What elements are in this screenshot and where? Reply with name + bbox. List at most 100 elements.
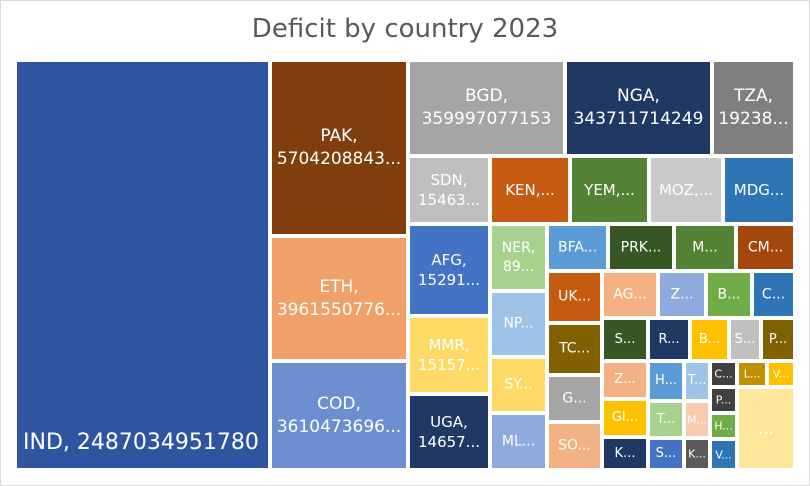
treemap-tile-label: B... (698, 331, 721, 347)
treemap-tile-label: SY... (504, 376, 533, 393)
treemap-tile-bgd: BGD, 359997077153 (408, 60, 565, 156)
treemap-tile-label: P... (715, 393, 732, 407)
treemap-tile-tc: TC... (547, 323, 602, 375)
treemap-tile-cod: COD, 3610473696... (270, 361, 408, 470)
treemap-tile-rest: ... (737, 387, 795, 470)
treemap-tile-v1: V... (767, 361, 795, 387)
treemap-tile-s3: S... (648, 438, 684, 470)
treemap-tile-sdn: SDN, 15463... (408, 156, 490, 224)
treemap-tile-nga: NGA, 343711714249 (565, 60, 712, 156)
treemap-tile-z1: Z... (658, 271, 706, 318)
treemap-tile-label: GI... (611, 410, 639, 425)
treemap-tile-label: P... (768, 331, 788, 347)
treemap-tile-label: MOZ,... (658, 181, 714, 199)
treemap-tile-label: PAK, 5704208843... (276, 126, 402, 169)
treemap-tile-label: C... (714, 367, 733, 381)
treemap-tile-moz: MOZ,... (649, 156, 723, 224)
treemap-tile-label: NGA, 343711714249 (573, 86, 704, 129)
treemap-tile-label: COD, 3610473696... (276, 393, 402, 437)
treemap-tile-label: TC... (559, 340, 590, 357)
treemap-tile-label: ML... (501, 433, 536, 449)
treemap-tile-tza: TZA, 19238... (712, 60, 795, 156)
treemap-tile-r: R... (648, 318, 690, 361)
treemap-tile-label: NP... (503, 315, 534, 332)
treemap-tile-label: L... (743, 367, 761, 381)
treemap-tile-label: H... (714, 419, 733, 433)
treemap-tile-label: Z... (670, 286, 694, 302)
treemap-tile-label: BFA... (557, 239, 598, 255)
treemap-tile-k2: K... (684, 438, 710, 470)
treemap-tile-label: UK... (558, 288, 591, 305)
treemap-tile-so: SO... (547, 422, 602, 470)
treemap-tile-bfa: BFA... (547, 224, 608, 271)
treemap-tile-label: S... (655, 446, 677, 461)
treemap-tile-m2: M... (684, 401, 710, 438)
treemap-tile-p1: P... (761, 318, 795, 361)
treemap-tile-mmr: MMR, 15157... (408, 316, 490, 394)
treemap-tile-ind: IND, 2487034951780 (15, 60, 270, 470)
treemap-tile-s1: S... (602, 318, 648, 361)
treemap-tile-cm: CM... (736, 224, 795, 271)
treemap-tile-v2: V... (710, 439, 737, 470)
chart-title: Deficit by country 2023 (251, 14, 559, 44)
treemap-tile-label: T... (687, 373, 707, 388)
treemap-tile-p2: P... (710, 387, 737, 413)
treemap-tile-pak: PAK, 5704208843... (270, 60, 408, 236)
treemap-tile-label: S... (614, 331, 636, 347)
treemap-tile-label: SO... (558, 437, 591, 454)
treemap-tile-uga: UGA, 14657... (408, 394, 490, 470)
treemap-tile-z2: Z... (602, 361, 648, 399)
treemap-tile-label: AG... (613, 286, 647, 302)
treemap-tile-g: G... (547, 375, 602, 422)
treemap-tile-label: T... (656, 411, 676, 427)
treemap-tile-label: MMR, 15157... (417, 336, 481, 374)
treemap-tile-label: C... (761, 286, 786, 302)
treemap-tile-label: BGD, 359997077153 (421, 86, 552, 129)
treemap-tile-label: R... (658, 331, 680, 347)
treemap-tile-m1: M... (674, 224, 736, 271)
treemap-tile-sy: SY... (490, 357, 547, 413)
treemap-tile-label: G... (562, 390, 587, 406)
treemap-tile-label: ETH, 3961550776... (276, 276, 402, 320)
treemap-tile-label: KEN,... (505, 181, 555, 199)
treemap-tile-label: Z... (614, 372, 636, 387)
treemap-tile-l: L... (737, 361, 767, 387)
treemap-tile-h2: H... (710, 413, 737, 439)
treemap-tile-ner: NER, 89... (490, 224, 547, 291)
treemap-tile-label: IND, 2487034951780 (23, 430, 259, 455)
treemap-tile-c2: C... (710, 361, 737, 387)
treemap-tile-label: K... (688, 447, 706, 461)
treemap-tile-label: MDG... (733, 181, 785, 199)
treemap-tile-label: PRK... (620, 239, 662, 255)
treemap-tile-prk: PRK... (608, 224, 674, 271)
treemap-tile-label: V... (715, 448, 732, 461)
treemap-tile-label: M... (692, 239, 718, 255)
treemap-tile-label: V... (772, 367, 790, 381)
treemap-tile-label: NER, 89... (501, 239, 536, 275)
treemap-tile-ag: AG... (602, 271, 658, 318)
treemap-tile-afg: AFG, 15291... (408, 224, 490, 316)
treemap-tile-label: TZA, 19238... (718, 86, 789, 129)
treemap-tile-label: UGA, 14657... (417, 413, 481, 451)
treemap-tile-s2: S... (729, 318, 761, 361)
treemap-tile-label: YEM,... (584, 181, 635, 199)
treemap-tile-t1: T... (684, 361, 710, 401)
treemap-tile-label: K... (614, 445, 636, 461)
treemap-tile-b1: B... (706, 271, 752, 318)
treemap-tile-ml: ML... (490, 413, 547, 470)
treemap-tile-mdg: MDG... (723, 156, 795, 224)
treemap-tile-label: S... (734, 331, 756, 347)
treemap-plot: IND, 2487034951780 PAK, 5704208843... ETH,… (15, 60, 795, 470)
treemap-tile-h1: H... (648, 361, 684, 401)
treemap-tile-label: SDN, 15463... (417, 171, 481, 209)
treemap-tile-gi: GI... (602, 399, 648, 437)
treemap-tile-b2: B... (690, 318, 729, 361)
treemap-tile-label: B... (717, 286, 741, 302)
treemap-tile-c1: C... (752, 271, 795, 318)
treemap-tile-ken: KEN,... (490, 156, 570, 224)
treemap-tile-label: AFG, 15291... (417, 251, 481, 289)
treemap-tile-label: H... (655, 373, 677, 388)
treemap-tile-np: NP... (490, 291, 547, 357)
treemap-tile-label: M... (687, 413, 707, 426)
treemap-tile-uk: UK... (547, 271, 602, 323)
